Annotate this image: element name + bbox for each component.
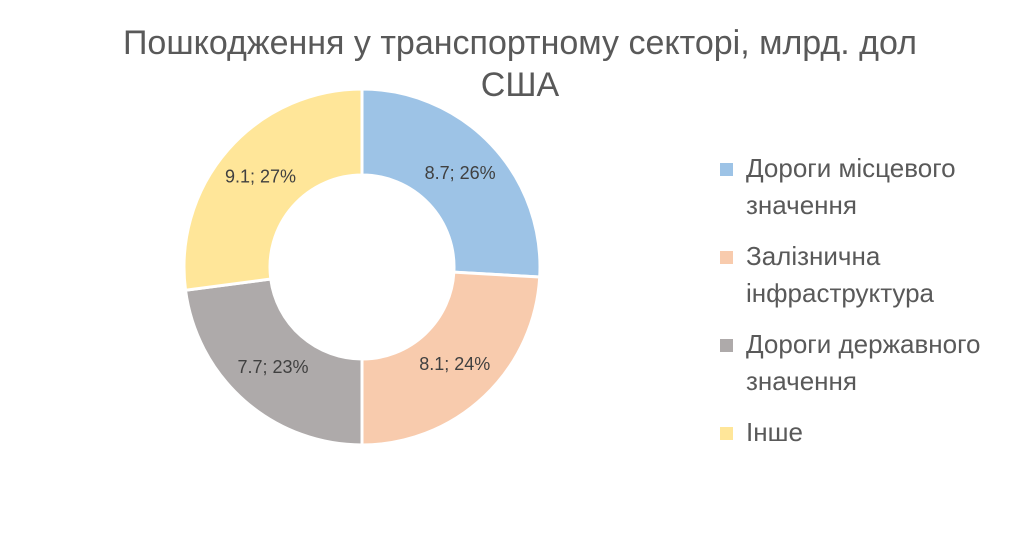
legend-item-state-roads: Дороги державного значення: [720, 326, 1020, 400]
chart-title: Пошкодження у транспортному секторі, млр…: [122, 24, 918, 104]
legend-swatch-railway: [720, 251, 733, 264]
legend-label-railway: Залізнична інфраструктура: [746, 241, 935, 308]
legend-label-state-roads: Дороги державного значення: [746, 329, 981, 396]
donut-slice-railway: [360, 270, 542, 447]
legend-item-local-roads: Дороги місцевого значення: [720, 150, 1020, 224]
data-label-state-roads: 7.7; 23%: [237, 357, 308, 377]
data-label-other: 9.1; 27%: [225, 167, 296, 187]
legend: Дороги місцевого значення Залізнична інф…: [720, 150, 1020, 465]
donut-slice-other: [182, 87, 364, 292]
legend-item-railway: Залізнична інфраструктура: [720, 238, 1020, 312]
legend-item-other: Інше: [720, 414, 1020, 451]
donut-slice-state-roads: [183, 277, 364, 447]
legend-swatch-local-roads: [720, 163, 733, 176]
legend-label-local-roads: Дороги місцевого значення: [746, 153, 956, 220]
data-label-local-roads: 8.7; 26%: [425, 163, 496, 183]
legend-label-other: Інше: [746, 417, 803, 447]
data-label-railway: 8.1; 24%: [419, 354, 490, 374]
legend-swatch-state-roads: [720, 339, 733, 352]
legend-swatch-other: [720, 427, 733, 440]
donut-slice-local-roads: [360, 87, 542, 279]
